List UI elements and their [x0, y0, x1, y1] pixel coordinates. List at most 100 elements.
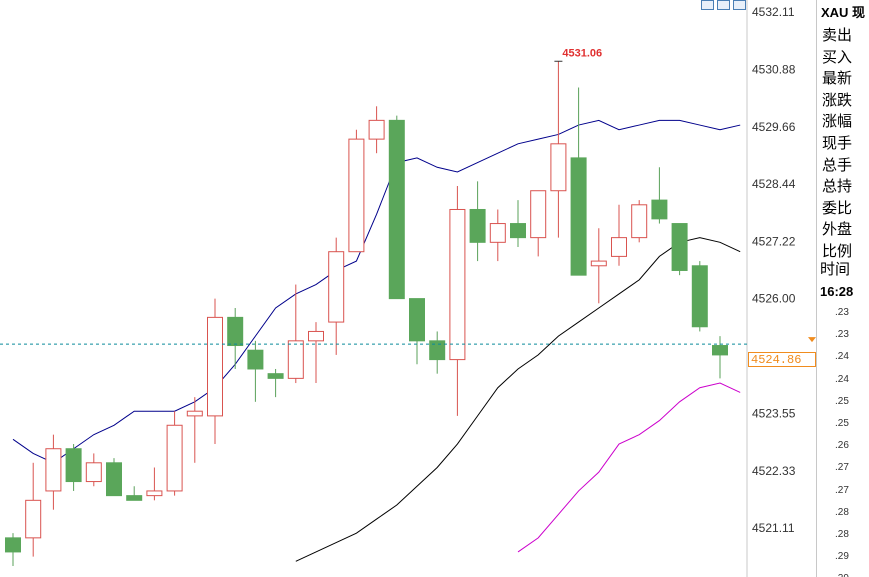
- quote-label: 总手: [822, 156, 853, 174]
- quote-side-panel: XAU 现 卖出 买入 最新 涨跌 涨幅 现手 总手 总持 委比 外盘 比例 时间 16:28 .2…: [816, 0, 869, 577]
- candle-body: [671, 223, 688, 271]
- symbol-title: XAU 现: [821, 5, 866, 20]
- time-row: .24: [835, 373, 849, 385]
- time-header: 时间: [820, 261, 851, 278]
- quote-label: 买入: [822, 48, 853, 66]
- candle: [25, 462, 42, 557]
- quote-label: 涨幅: [822, 113, 853, 131]
- time-row: .28: [835, 506, 849, 518]
- candle-body: [146, 490, 163, 497]
- candle-body: [469, 208, 486, 243]
- indicator-line: [12, 119, 741, 464]
- time-now: 16:28: [820, 284, 854, 299]
- candle: [45, 434, 62, 510]
- candle-body: [207, 316, 223, 417]
- candle: [691, 261, 708, 332]
- candle-body: [5, 537, 21, 553]
- price-tick-label: 4526.00: [752, 292, 796, 306]
- time-row: .27: [835, 484, 849, 496]
- quote-label: 委比: [822, 199, 853, 217]
- candle-body: [267, 373, 284, 379]
- toolbar-button-3[interactable]: [733, 0, 746, 10]
- quote-label: 总持: [822, 178, 853, 196]
- candle-body: [530, 190, 547, 239]
- candle-body: [348, 138, 365, 253]
- candle: [247, 340, 264, 402]
- high-annotation: 4531.06: [554, 47, 602, 62]
- candle-body: [227, 316, 244, 347]
- price-tick-label: 4530.88: [752, 63, 796, 77]
- candle: [712, 336, 728, 379]
- time-row: .29: [835, 551, 849, 563]
- candle: [5, 533, 21, 566]
- candle-body: [489, 223, 506, 243]
- candle: [146, 467, 163, 501]
- candle-body: [45, 448, 62, 492]
- candles: [5, 61, 728, 566]
- time-row: .26: [835, 440, 849, 452]
- quote-label: 卖出: [822, 27, 853, 44]
- candle-body: [550, 143, 567, 192]
- candle: [227, 307, 244, 369]
- time-row: .25: [835, 395, 849, 407]
- candle: [267, 368, 284, 398]
- candle-body: [328, 251, 345, 323]
- candle-body: [65, 448, 82, 483]
- candle-body: [570, 157, 587, 276]
- candle-body: [651, 199, 668, 220]
- candle: [368, 106, 385, 154]
- candle-body: [287, 340, 304, 379]
- candle: [449, 186, 466, 416]
- candle: [489, 209, 506, 262]
- candle-body: [85, 462, 102, 483]
- candle-body: [449, 208, 466, 361]
- candle-body: [368, 119, 385, 140]
- indicator-line: [517, 382, 741, 553]
- candle: [590, 228, 607, 304]
- candle: [287, 284, 304, 384]
- time-row: .27: [835, 462, 849, 474]
- quote-label: 外盘: [822, 221, 853, 239]
- candle-body: [25, 499, 42, 539]
- candle: [651, 167, 668, 224]
- candle: [429, 331, 446, 374]
- candle-body: [611, 237, 627, 257]
- candle: [166, 411, 183, 496]
- time-row: .29: [835, 573, 849, 577]
- candle: [65, 444, 82, 491]
- time-row: .25: [835, 418, 849, 429]
- quote-label: 最新: [822, 70, 853, 88]
- candle-body: [510, 223, 526, 239]
- candle: [469, 181, 486, 262]
- current-price-label: 4524.86: [748, 352, 816, 367]
- price-axis: 4532.11 4530.88 4529.66 4528.44 4527.22 4526.…: [752, 5, 796, 535]
- price-tick-label: 4528.44: [752, 177, 796, 191]
- toolbar-button-2[interactable]: [717, 0, 730, 10]
- candle: [570, 87, 587, 276]
- price-tick-label: 4523.55: [752, 407, 796, 421]
- candle: [409, 298, 425, 365]
- candle: [510, 200, 526, 248]
- candle: [530, 190, 547, 257]
- high-label: 4531.06: [562, 47, 602, 59]
- time-row: .23: [835, 329, 849, 341]
- quote-label: 比例: [822, 243, 853, 260]
- candle: [85, 453, 102, 487]
- candle-body: [247, 349, 264, 370]
- time-row: .23: [835, 307, 849, 318]
- price-tick-label: 4527.22: [752, 234, 796, 248]
- candle: [388, 115, 405, 300]
- price-tick-label: 4522.33: [752, 464, 796, 478]
- candle-body: [106, 462, 122, 497]
- moving-average-lines: [12, 119, 741, 562]
- candle-body: [186, 410, 203, 417]
- candle: [671, 223, 688, 276]
- candle-body: [712, 345, 728, 356]
- toolbar-button-1[interactable]: [701, 0, 714, 10]
- price-tick-label: 4532.11: [752, 5, 795, 19]
- price-tick-label: 4529.66: [752, 120, 796, 134]
- indicator-line: [295, 237, 741, 562]
- candle: [328, 237, 345, 355]
- candle: [126, 486, 143, 501]
